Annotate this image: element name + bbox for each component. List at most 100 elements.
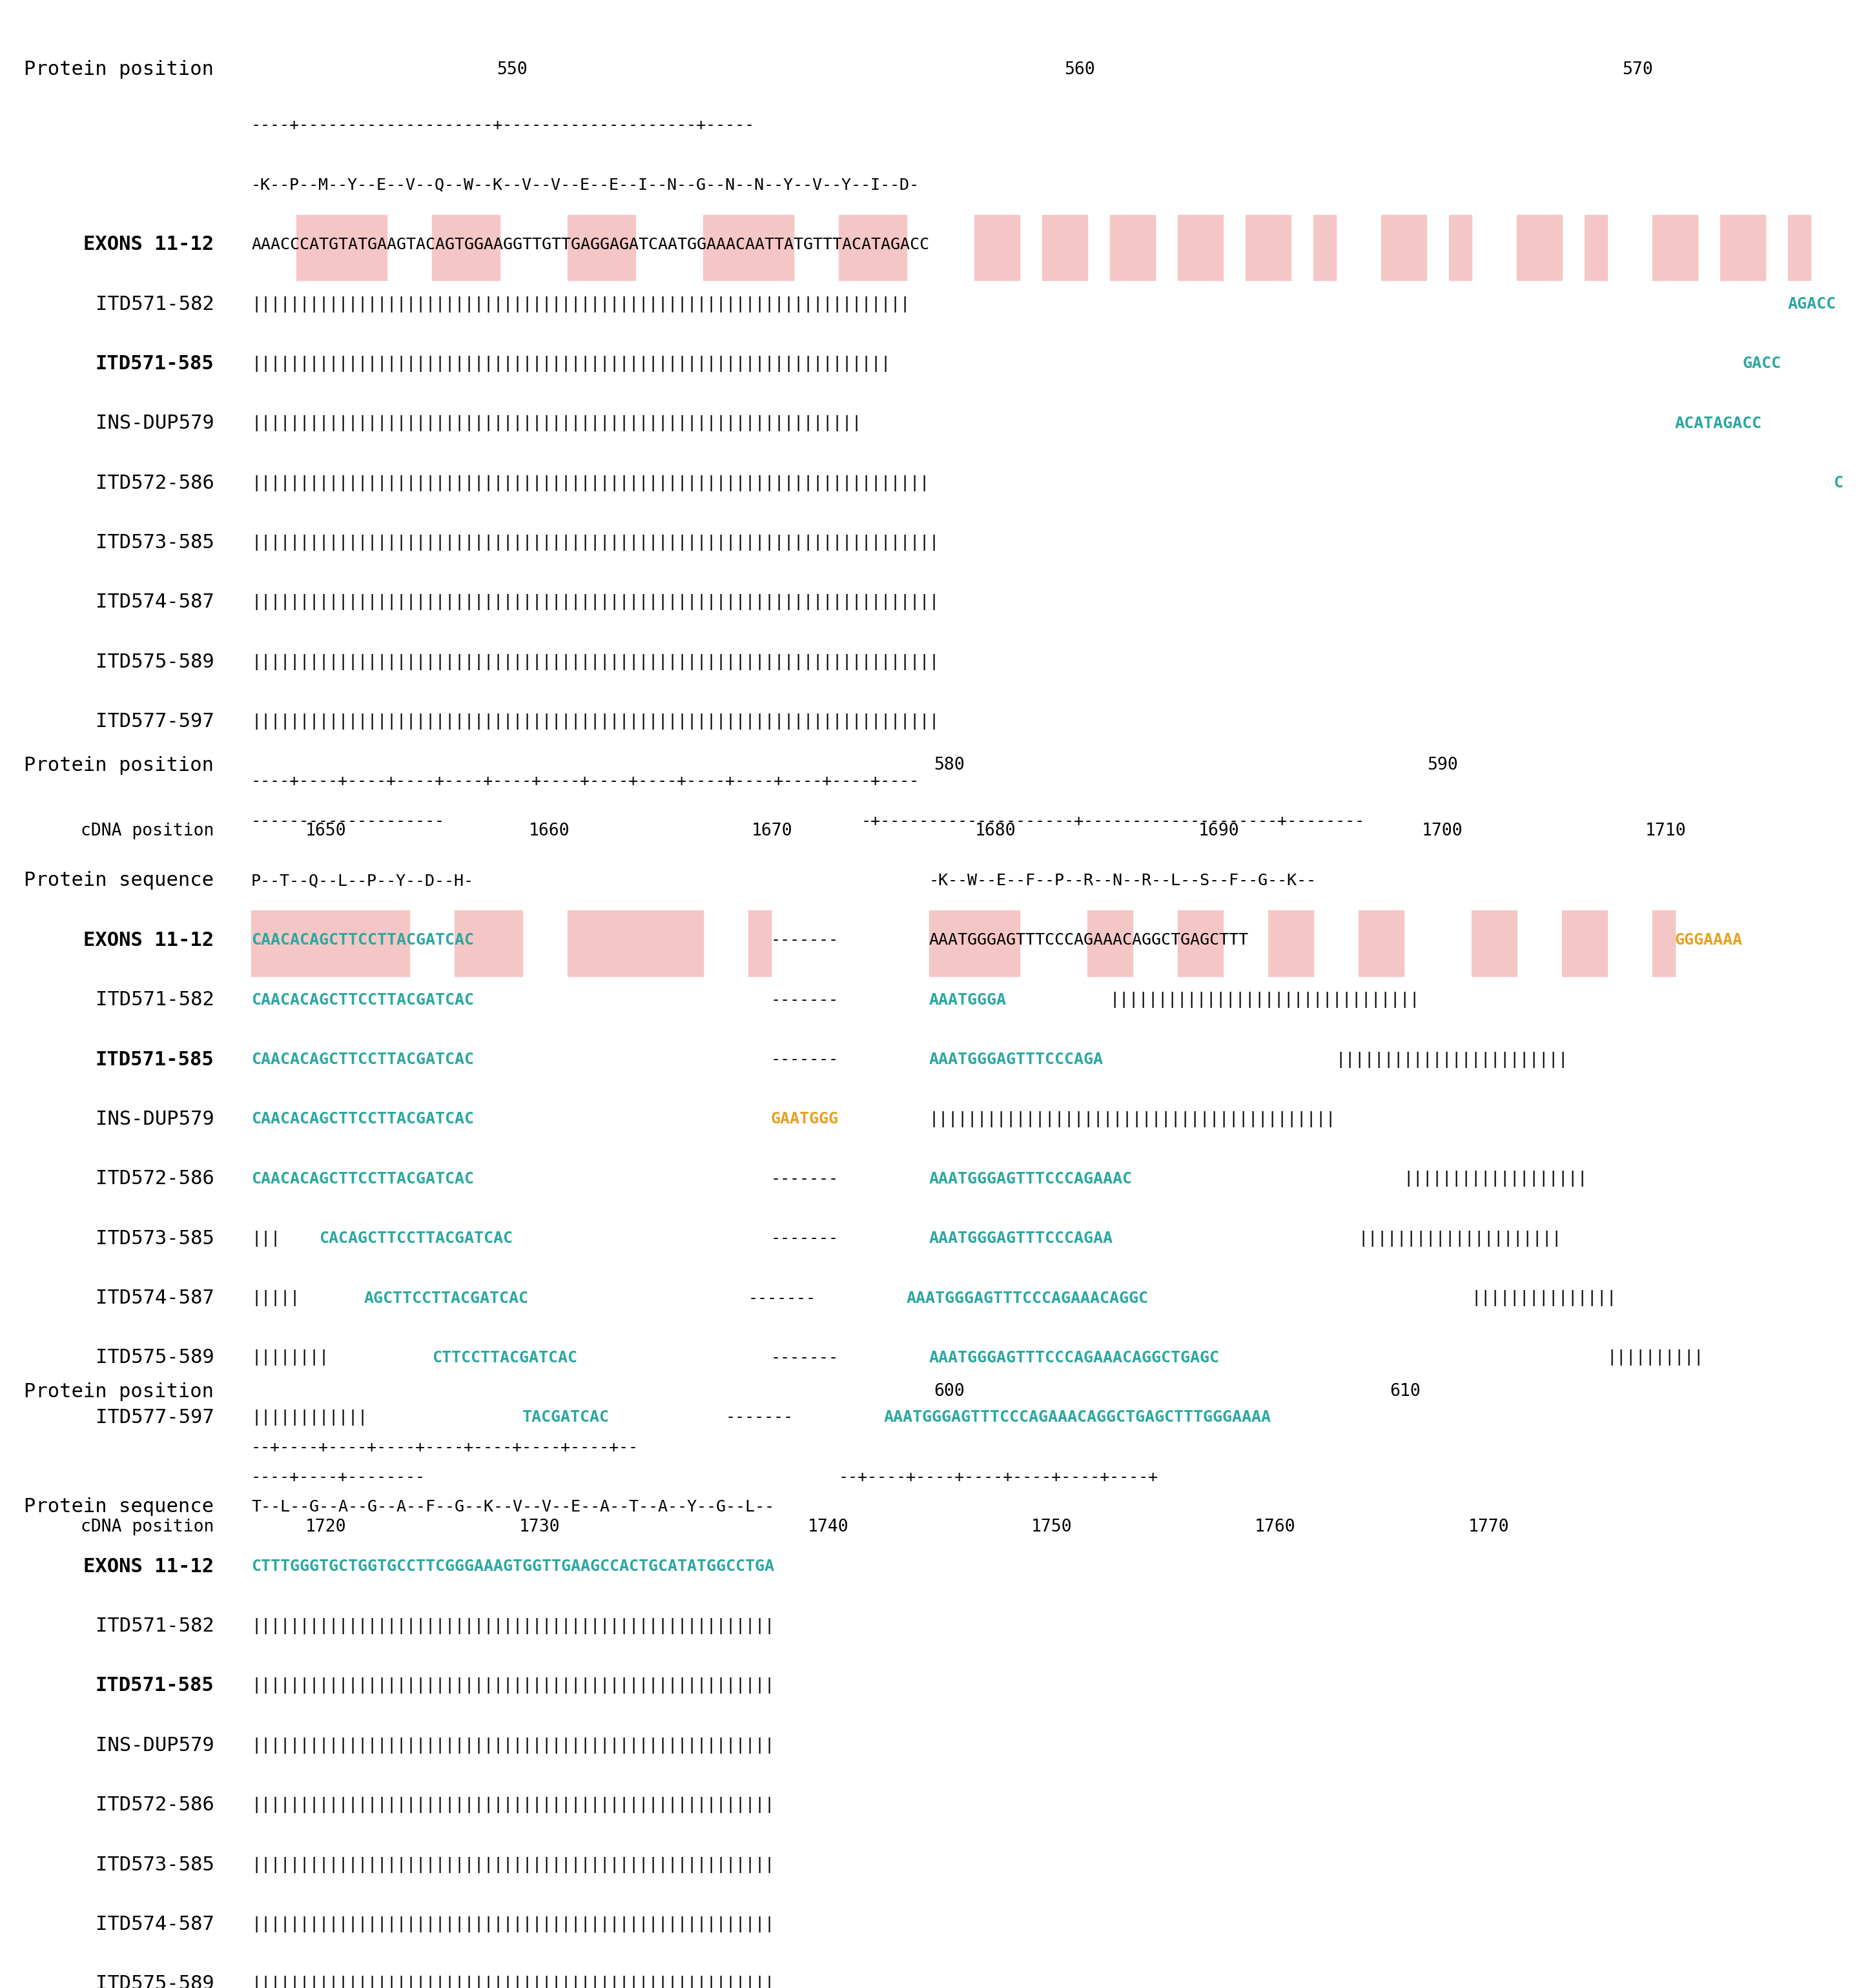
Bar (454, 215, 476, 280)
Bar (748, 215, 770, 280)
Text: EXONS 11-12: EXONS 11-12 (84, 930, 214, 950)
Bar (1109, 215, 1133, 280)
Text: ITD574-587: ITD574-587 (95, 1288, 214, 1308)
Text: -K--W--E--F--P--R--N--R--L--S--F--G--K--: -K--W--E--F--P--R--N--R--L--S--F--G--K-- (929, 873, 1316, 889)
Bar (296, 215, 318, 280)
Text: ----+----+----+----+----+----+----+----+----+----+----+----+----+----: ----+----+----+----+----+----+----+----+… (251, 773, 919, 789)
Text: -K--P--M--Y--E--V--Q--W--K--V--V--E--E--I--N--G--N--N--Y--V--Y--I--D-: -K--P--M--Y--E--V--Q--W--K--V--V--E--E--… (251, 177, 919, 193)
Bar (1064, 215, 1087, 280)
Text: Protein sequence: Protein sequence (24, 871, 214, 891)
Text: ----+--------------------+--------------------+-----: ----+--------------------+--------------… (251, 117, 756, 133)
Bar (454, 911, 476, 976)
Text: Protein position: Protein position (24, 1382, 214, 1402)
Bar (1042, 215, 1064, 280)
Bar (590, 215, 612, 280)
Bar (1539, 215, 1561, 280)
Bar (1178, 911, 1200, 976)
Text: |||||||||||||||||||: ||||||||||||||||||| (1403, 1171, 1587, 1187)
Text: ||||||||||||||||||||||||||||||||||||||||||||||||||||||||||||||||||: ||||||||||||||||||||||||||||||||||||||||… (251, 356, 891, 372)
Bar (1359, 911, 1381, 976)
Bar (1087, 911, 1109, 976)
Bar (342, 911, 365, 976)
Bar (432, 215, 454, 280)
Text: |||||||||||||||||||||||||||||||||||||||||||||||||||||||||||||||||||||||: ||||||||||||||||||||||||||||||||||||||||… (251, 714, 940, 730)
Text: |||||||||||||||||||||||||||||||||||||||||||||||||||||||||||||||: ||||||||||||||||||||||||||||||||||||||||… (251, 415, 862, 431)
Text: CTTCCTTACGATCAC: CTTCCTTACGATCAC (432, 1350, 577, 1366)
Text: --+----+----+----+----+----+----+: --+----+----+----+----+----+----+ (839, 1469, 1158, 1485)
Bar (251, 911, 274, 976)
Bar (997, 911, 1020, 976)
Text: GGGAAAA: GGGAAAA (1675, 932, 1742, 948)
Bar (342, 215, 365, 280)
Text: ||||||||||||||||||||||||||||||||||||||||||||||||||||||: ||||||||||||||||||||||||||||||||||||||||… (251, 1797, 774, 1813)
Text: ITD574-587: ITD574-587 (95, 592, 214, 612)
Bar (1292, 911, 1314, 976)
Text: ITD571-585: ITD571-585 (95, 1676, 214, 1696)
Bar (1675, 215, 1697, 280)
Text: T--L--G--A--G--A--F--G--K--V--V--E--A--T--A--Y--G--L--: T--L--G--A--G--A--F--G--K--V--V--E--A--T… (251, 1499, 774, 1515)
Bar (318, 215, 342, 280)
Bar (1450, 215, 1472, 280)
Text: Protein sequence: Protein sequence (24, 1497, 214, 1517)
Bar (365, 911, 387, 976)
Text: ||||||||||||||||||||||||||||||||||||||||||||||||||||||: ||||||||||||||||||||||||||||||||||||||||… (251, 1857, 774, 1873)
Bar (1403, 215, 1426, 280)
Text: 610: 610 (1390, 1384, 1420, 1400)
Bar (612, 911, 635, 976)
Text: AAATGGGA: AAATGGGA (929, 992, 1007, 1008)
Text: ||||||||||||||||||||||||||||||||||||||||||||||||||||||||||||||||||||: ||||||||||||||||||||||||||||||||||||||||… (251, 296, 910, 312)
Bar (1742, 215, 1766, 280)
Text: ITD577-597: ITD577-597 (95, 1408, 214, 1427)
Bar (659, 911, 681, 976)
Text: ||||||||||||||||||||||||: |||||||||||||||||||||||| (1336, 1052, 1569, 1068)
Bar (612, 215, 635, 280)
Bar (590, 911, 612, 976)
Text: AAACCCATGTATGAAGTACAGTGGAAGGTTGTTGAGGAGATCAATGGAAACAATTATGTTTACATAGACC: AAACCCATGTATGAAGTACAGTGGAAGGTTGTTGAGGAGA… (251, 237, 929, 252)
Text: 1700: 1700 (1422, 823, 1463, 839)
Bar (862, 215, 884, 280)
Bar (476, 215, 501, 280)
Text: ITD571-585: ITD571-585 (95, 1050, 214, 1070)
Text: -------: ------- (770, 932, 839, 948)
Text: AAATGGGAGTTTCCCAGAAACAGGC: AAATGGGAGTTTCCCAGAAACAGGC (906, 1290, 1148, 1306)
Bar (839, 215, 862, 280)
Text: 580: 580 (934, 757, 964, 773)
Bar (770, 215, 793, 280)
Bar (476, 911, 501, 976)
Text: CACAGCTTCCTTACGATCAC: CACAGCTTCCTTACGATCAC (318, 1231, 514, 1246)
Text: -------: ------- (726, 1409, 793, 1425)
Bar (1494, 911, 1517, 976)
Text: 1760: 1760 (1254, 1519, 1295, 1535)
Text: Protein position: Protein position (24, 755, 214, 775)
Text: EXONS 11-12: EXONS 11-12 (84, 1557, 214, 1576)
Text: ||||||||||||||||||||||||||||||||||||||||||||||||||||||||||||||||||||||: ||||||||||||||||||||||||||||||||||||||||… (251, 475, 929, 491)
Text: C: C (1833, 475, 1842, 491)
Bar (1178, 215, 1200, 280)
Bar (1653, 911, 1675, 976)
Text: ITD572-586: ITD572-586 (95, 1169, 214, 1189)
Text: ||||||||||||||||||||||||||||||||||||||||||||||||||||||: ||||||||||||||||||||||||||||||||||||||||… (251, 1678, 774, 1694)
Bar (726, 215, 748, 280)
Text: |||||||||||||||||||||||||||||||||||||||||||||||||||||||||||||||||||||||: ||||||||||||||||||||||||||||||||||||||||… (251, 654, 940, 670)
Text: INS-DUP579: INS-DUP579 (95, 414, 214, 433)
Text: |||||||||||||||||||||||||||||||||||||||||||||||||||||||||||||||||||||||: ||||||||||||||||||||||||||||||||||||||||… (251, 594, 940, 610)
Text: 1720: 1720 (305, 1519, 346, 1535)
Text: AAATGGGAGTTTCCCAGAAACAGGCTGAGCTTTGGGAAAA: AAATGGGAGTTTCCCAGAAACAGGCTGAGCTTTGGGAAAA (884, 1409, 1271, 1425)
Text: ||||||||||: |||||||||| (1608, 1350, 1705, 1366)
Bar (365, 215, 387, 280)
Text: ||||||||||||||||||||||||||||||||||||||||||||||||||||||: ||||||||||||||||||||||||||||||||||||||||… (251, 1738, 774, 1753)
Bar (1381, 215, 1403, 280)
Text: 590: 590 (1427, 757, 1457, 773)
Text: ITD571-585: ITD571-585 (95, 354, 214, 374)
Text: AGCTTCCTTACGATCAC: AGCTTCCTTACGATCAC (365, 1290, 529, 1306)
Bar (929, 911, 951, 976)
Text: CAACACAGCTTCCTTACGATCAC: CAACACAGCTTCCTTACGATCAC (251, 1052, 475, 1068)
Bar (1381, 911, 1403, 976)
Text: 1730: 1730 (519, 1519, 560, 1535)
Bar (1267, 911, 1292, 976)
Text: |||||||||||||||: ||||||||||||||| (1472, 1290, 1617, 1306)
Bar (296, 911, 318, 976)
Bar (1584, 911, 1608, 976)
Text: -------: ------- (770, 1231, 839, 1246)
Text: ||||||||||||||||||||||||||||||||||||||||||||||||||||||: ||||||||||||||||||||||||||||||||||||||||… (251, 1976, 774, 1988)
